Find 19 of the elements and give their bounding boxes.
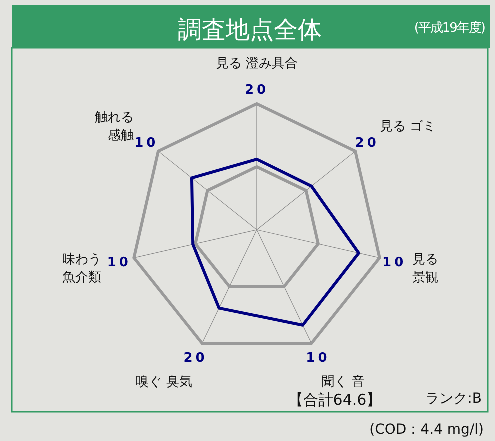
spoke-label: 見る 澄み具合 — [216, 56, 298, 72]
text: 20 — [184, 351, 208, 366]
spoke-label: 見る景観 — [412, 252, 438, 286]
spoke-label: 触れる感触 — [94, 110, 134, 144]
text: ランク:B — [426, 391, 482, 407]
text: 【合計64.6】 — [288, 391, 382, 409]
text: 20 — [355, 136, 380, 152]
text: 20 — [244, 82, 270, 98]
text: 10 — [382, 255, 407, 270]
text: 10 — [107, 255, 132, 270]
text: 10 — [134, 136, 159, 152]
spoke-label: 見る ゴミ — [380, 120, 436, 135]
chart-title: 調査地点全体 — [178, 16, 322, 44]
spoke-label: 嗅ぐ 臭気 — [136, 374, 192, 390]
spoke-label: 聞く 音 — [322, 374, 365, 390]
spoke-label: 味わう魚介類 — [62, 252, 102, 286]
text: 10 — [306, 351, 330, 366]
text: (COD：4.4 mg/l) — [370, 422, 484, 438]
chart-subtitle: (平成19年度) — [414, 20, 485, 36]
